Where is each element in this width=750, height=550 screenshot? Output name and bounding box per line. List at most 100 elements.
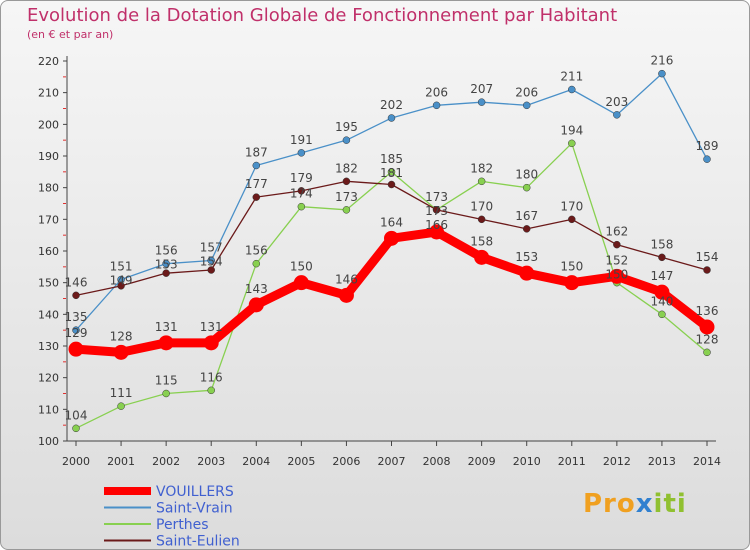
data-label: 135 xyxy=(65,310,88,324)
x-tick-label: 2007 xyxy=(378,455,406,468)
data-point xyxy=(162,259,170,268)
data-label: 182 xyxy=(470,161,493,175)
data-point xyxy=(703,266,711,274)
data-label: 173 xyxy=(425,190,448,204)
data-label: 115 xyxy=(155,374,178,388)
data-label: 187 xyxy=(245,146,268,160)
y-tick-label: 100 xyxy=(38,435,59,448)
data-point xyxy=(248,297,264,313)
data-label: 146 xyxy=(65,275,88,289)
data-point xyxy=(252,161,261,170)
data-point xyxy=(113,344,129,360)
data-point xyxy=(432,101,441,110)
data-point xyxy=(429,224,445,240)
data-label: 129 xyxy=(65,326,88,340)
legend-label: Saint-Eulien xyxy=(156,534,240,550)
data-label: 150 xyxy=(290,260,313,274)
x-tick-label: 2013 xyxy=(648,455,676,468)
data-point xyxy=(522,101,531,110)
data-label: 147 xyxy=(650,269,673,283)
data-label: 189 xyxy=(696,139,719,153)
x-tick-label: 2001 xyxy=(107,455,135,468)
chart-subtitle: (en € et par an) xyxy=(27,28,114,41)
data-point xyxy=(522,183,531,192)
y-tick-label: 180 xyxy=(38,182,59,195)
data-label: 156 xyxy=(155,244,178,258)
data-label: 211 xyxy=(560,70,583,84)
x-tick-label: 2000 xyxy=(62,455,90,468)
data-label: 128 xyxy=(110,329,133,343)
data-label: 150 xyxy=(605,267,628,281)
data-point xyxy=(72,291,80,300)
data-label: 116 xyxy=(200,370,223,384)
data-point xyxy=(162,389,170,398)
data-label: 131 xyxy=(155,320,178,334)
y-tick-label: 130 xyxy=(38,340,59,353)
x-tick-label: 2003 xyxy=(197,455,225,468)
data-point xyxy=(342,136,351,144)
data-label: 153 xyxy=(155,258,178,272)
y-tick-label: 200 xyxy=(38,118,59,131)
data-point xyxy=(207,266,215,274)
data-point xyxy=(613,111,621,119)
data-point xyxy=(342,177,351,186)
data-label: 143 xyxy=(245,282,268,296)
y-tick-label: 140 xyxy=(38,308,59,321)
data-point xyxy=(297,149,306,157)
logo-part: x xyxy=(635,489,654,519)
series-line-saint-vrain xyxy=(75,73,708,331)
data-label: 206 xyxy=(515,85,538,99)
data-label: 185 xyxy=(380,152,403,166)
data-point xyxy=(613,240,621,249)
x-tick-label: 2012 xyxy=(603,455,631,468)
data-point xyxy=(297,202,306,211)
y-tick-label: 120 xyxy=(38,372,59,385)
data-point xyxy=(293,275,309,291)
data-label: 158 xyxy=(650,237,673,251)
data-point xyxy=(658,310,666,319)
data-label: 157 xyxy=(200,241,223,255)
data-point xyxy=(658,69,666,78)
y-tick-label: 170 xyxy=(38,213,59,226)
data-label: 180 xyxy=(515,168,538,182)
x-tick-label: 2014 xyxy=(693,455,721,468)
y-tick-label: 220 xyxy=(38,55,59,68)
data-point xyxy=(568,139,576,148)
data-label: 203 xyxy=(605,95,628,109)
data-label: 158 xyxy=(470,234,493,248)
data-label: 182 xyxy=(335,161,358,175)
data-point xyxy=(387,168,396,176)
data-label: 191 xyxy=(290,133,313,147)
data-point xyxy=(72,326,80,334)
data-point xyxy=(158,335,174,351)
data-label: 128 xyxy=(696,332,719,346)
data-label: 170 xyxy=(560,199,583,213)
data-label: 206 xyxy=(425,85,448,99)
data-point xyxy=(568,215,576,224)
data-point xyxy=(699,319,715,335)
data-point xyxy=(252,193,261,201)
data-label: 131 xyxy=(200,320,223,334)
legend-label: VOUILLERS xyxy=(156,484,234,500)
data-point xyxy=(477,215,486,224)
legend-label: Perthes xyxy=(156,517,209,533)
data-label: 173 xyxy=(335,190,358,204)
data-label: 167 xyxy=(515,209,538,223)
data-point xyxy=(564,275,580,291)
x-tick-label: 2010 xyxy=(513,455,541,468)
x-tick-label: 2002 xyxy=(152,455,180,468)
x-tick-label: 2008 xyxy=(423,455,451,468)
data-label: 111 xyxy=(110,386,133,400)
data-label: 173 xyxy=(425,204,448,218)
data-point xyxy=(432,206,441,214)
data-point xyxy=(474,249,490,265)
data-label: 153 xyxy=(515,250,538,264)
data-label: 149 xyxy=(110,274,133,288)
data-point xyxy=(477,177,486,186)
x-tick-label: 2005 xyxy=(287,455,315,468)
data-label: 202 xyxy=(380,98,403,112)
data-point xyxy=(387,114,396,122)
data-point xyxy=(68,341,84,357)
